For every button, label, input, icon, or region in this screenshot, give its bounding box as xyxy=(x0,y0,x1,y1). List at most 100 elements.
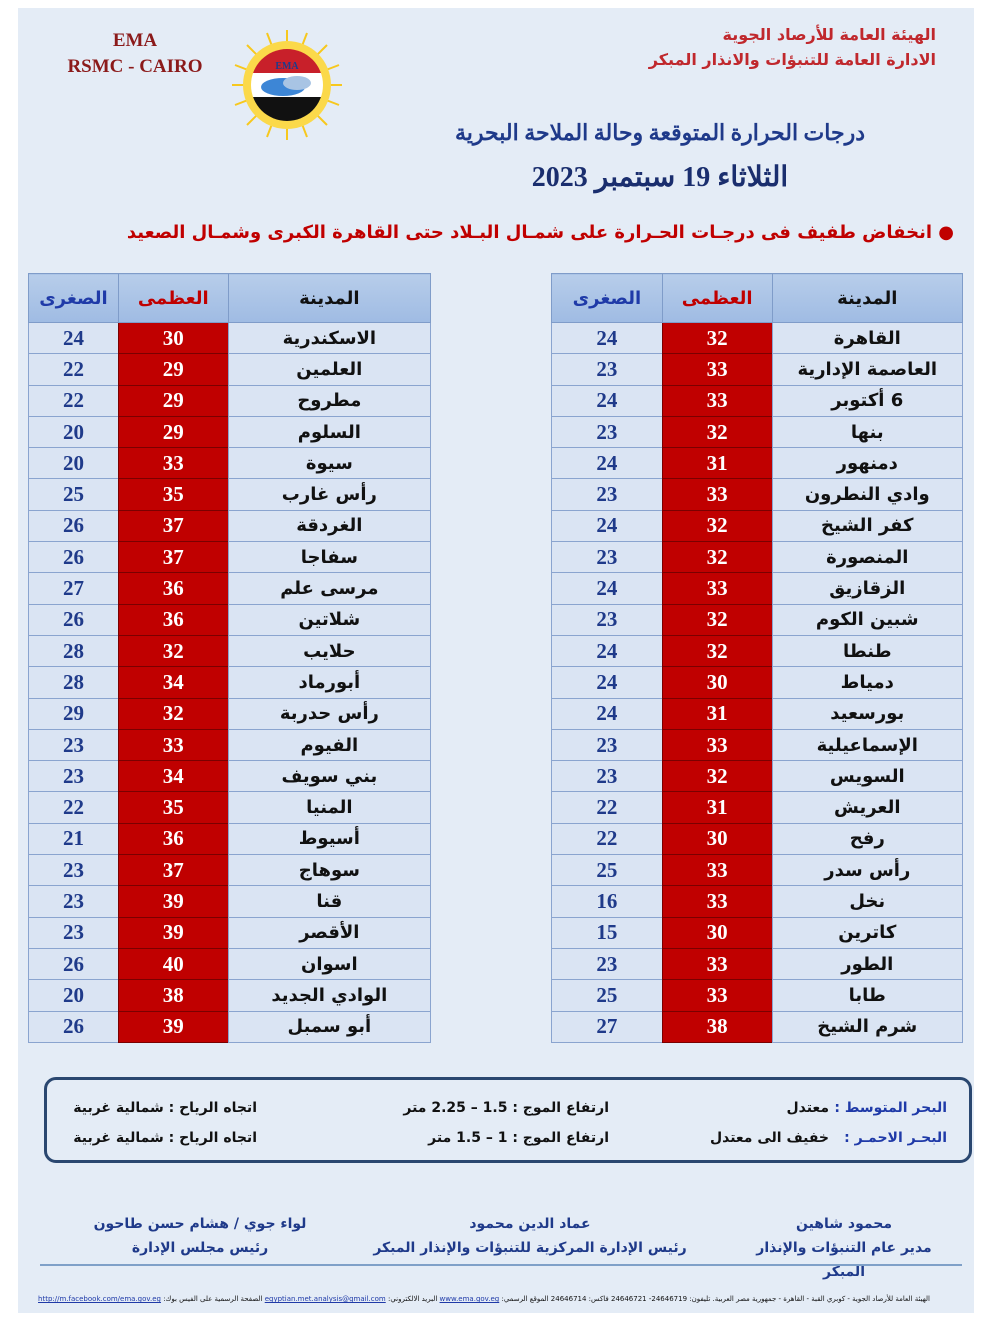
website-link[interactable]: www.ema.gov.eg xyxy=(439,1295,500,1303)
forecast-note: ● انخفاض طفيف فى درجـات الحـرارة على شمـ… xyxy=(126,222,954,243)
city-cell: دمياط xyxy=(771,666,964,699)
min-temp-cell: 23 xyxy=(551,541,663,574)
email-link[interactable]: egyptian.met.analysis@gmail.com xyxy=(264,1295,386,1303)
header-max: العظمى xyxy=(661,273,773,323)
city-cell: رأس حدربة xyxy=(227,697,432,730)
table-row: رأس سدر 33 25 xyxy=(551,854,964,887)
min-temp-cell: 16 xyxy=(551,885,663,918)
signature-1: محمود شاهين مدير عام التنبؤات والإنذار ا… xyxy=(734,1212,954,1284)
min-temp-cell: 29 xyxy=(28,697,119,730)
org-line-2: الادارة العامة للتنبؤات والانذار المبكر xyxy=(648,50,936,69)
min-temp-cell: 24 xyxy=(551,697,663,730)
table-row: شلاتين 36 26 xyxy=(28,603,432,636)
min-temp-cell: 22 xyxy=(28,791,119,824)
min-temp-cell: 25 xyxy=(551,854,663,887)
table-row: بنها 32 23 xyxy=(551,415,964,449)
city-cell: شلاتين xyxy=(227,603,432,636)
city-cell: الاسكندرية xyxy=(227,321,432,355)
facebook-label: الصفحة الرسمية على الفيس بوك: xyxy=(163,1295,263,1303)
city-cell: رفح xyxy=(771,822,964,856)
table-row: رفح 30 22 xyxy=(551,822,964,856)
max-temp-cell: 32 xyxy=(661,760,773,793)
table-row: اسوان 40 26 xyxy=(28,947,432,981)
header-city: المدينة xyxy=(771,273,964,323)
max-temp-cell: 38 xyxy=(117,979,229,1012)
city-cell: كفر الشيخ xyxy=(771,509,964,543)
table-row: طنطا 32 24 xyxy=(551,634,964,668)
city-cell: العاصمة الإدارية xyxy=(771,353,964,386)
note-text: انخفاض طفيف فى درجـات الحـرارة على شمـال… xyxy=(126,222,933,243)
min-temp-cell: 23 xyxy=(28,728,119,762)
table-row: رأس حدربة 32 29 xyxy=(28,697,432,730)
table-row: مطروح 29 22 xyxy=(28,384,432,417)
max-temp-cell: 33 xyxy=(117,728,229,762)
max-temp-cell: 39 xyxy=(117,1010,229,1043)
divider xyxy=(40,1264,962,1266)
table-row: الزقازيق 33 24 xyxy=(551,572,964,605)
min-temp-cell: 25 xyxy=(28,478,119,511)
city-cell: العلمين xyxy=(227,353,432,386)
logo-text: EMA xyxy=(275,61,299,72)
table-row: أسيوط 36 21 xyxy=(28,822,432,856)
min-temp-cell: 26 xyxy=(28,541,119,574)
table-row: حلايب 32 28 xyxy=(28,634,432,668)
min-temp-cell: 21 xyxy=(28,822,119,856)
min-temp-cell: 23 xyxy=(551,478,663,511)
min-temp-cell: 20 xyxy=(28,447,119,480)
min-temp-cell: 23 xyxy=(551,415,663,449)
city-cell: القاهرة xyxy=(771,321,964,355)
min-temp-cell: 20 xyxy=(28,979,119,1012)
table-row: رأس غارب 35 25 xyxy=(28,478,432,511)
max-temp-cell: 30 xyxy=(661,916,773,949)
city-cell: رأس سدر xyxy=(771,854,964,887)
min-temp-cell: 26 xyxy=(28,603,119,636)
table-row: العلمين 29 22 xyxy=(28,353,432,386)
table-row: قنا 39 23 xyxy=(28,885,432,918)
max-temp-cell: 32 xyxy=(661,509,773,543)
footer-address: الهيئة العامة للأرصاد الجوية - كوبري الق… xyxy=(501,1295,930,1303)
rsmc-text: RSMC - CAIRO xyxy=(67,56,203,77)
min-temp-cell: 23 xyxy=(28,916,119,949)
organization-name: الهيئة العامة للأرصاد الجوية الادارة الع… xyxy=(649,22,936,72)
table-row: العاصمة الإدارية 33 23 xyxy=(551,353,964,386)
min-temp-cell: 23 xyxy=(551,728,663,762)
max-temp-cell: 34 xyxy=(117,666,229,699)
table-row: بورسعيد 31 24 xyxy=(551,697,964,730)
max-temp-cell: 37 xyxy=(117,541,229,574)
min-temp-cell: 20 xyxy=(28,415,119,449)
max-temp-cell: 33 xyxy=(661,478,773,511)
city-cell: المنصورة xyxy=(771,541,964,574)
min-temp-cell: 23 xyxy=(551,603,663,636)
city-cell: مطروح xyxy=(227,384,432,417)
table-row: 6 أكتوبر 33 24 xyxy=(551,384,964,417)
table-row: السويس 32 23 xyxy=(551,760,964,793)
max-temp-cell: 36 xyxy=(117,603,229,636)
max-temp-cell: 32 xyxy=(117,634,229,668)
max-temp-cell: 32 xyxy=(117,697,229,730)
facebook-link[interactable]: http://m.facebook.com/ema.gov.eg xyxy=(38,1295,161,1303)
table-row: نخل 33 16 xyxy=(551,885,964,918)
city-cell: الفيوم xyxy=(227,728,432,762)
max-temp-cell: 32 xyxy=(661,603,773,636)
min-temp-cell: 24 xyxy=(551,321,663,355)
city-cell: الأقصر xyxy=(227,916,432,949)
min-temp-cell: 24 xyxy=(551,634,663,668)
min-temp-cell: 28 xyxy=(28,634,119,668)
city-cell: الزقازيق xyxy=(771,572,964,605)
city-cell: دمنهور xyxy=(771,447,964,480)
min-temp-cell: 23 xyxy=(551,353,663,386)
city-cell: نخل xyxy=(771,885,964,918)
max-temp-cell: 39 xyxy=(117,885,229,918)
table-row: كاترين 30 15 xyxy=(551,916,964,949)
table-row: طابا 33 25 xyxy=(551,979,964,1012)
max-temp-cell: 35 xyxy=(117,791,229,824)
city-cell: أبو سمبل xyxy=(227,1010,432,1043)
city-cell: أبورماد xyxy=(227,666,432,699)
city-cell: السويس xyxy=(771,760,964,793)
city-cell: العريش xyxy=(771,791,964,824)
table-row: دمياط 30 24 xyxy=(551,666,964,699)
city-cell: اسوان xyxy=(227,947,432,981)
max-temp-cell: 33 xyxy=(661,885,773,918)
max-temp-cell: 33 xyxy=(661,979,773,1012)
table-row: القاهرة 32 24 xyxy=(551,321,964,355)
